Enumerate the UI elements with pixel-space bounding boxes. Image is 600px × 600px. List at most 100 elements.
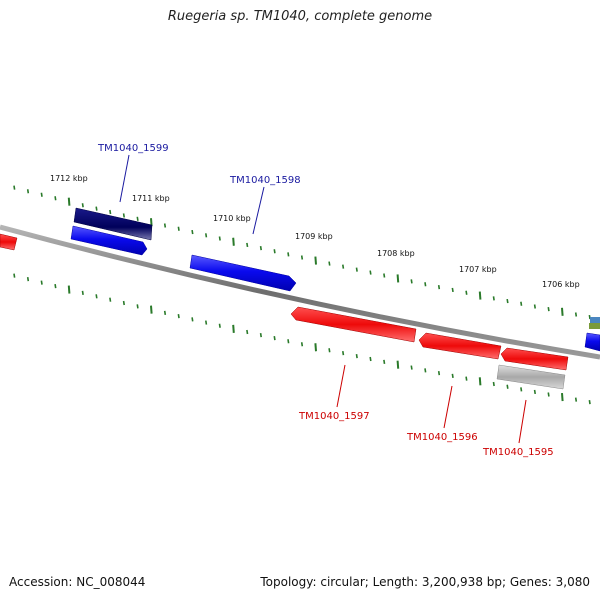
gene-arrow-tm1040-1595[interactable] — [500, 347, 569, 371]
minor-tick — [40, 280, 43, 285]
tick-label: 1711 kbp — [132, 194, 170, 203]
gene-arrow-tm1040-1599[interactable] — [70, 225, 148, 256]
minor-tick — [136, 304, 139, 309]
minor-tick — [95, 294, 98, 299]
minor-tick — [355, 267, 358, 272]
minor-tick — [547, 392, 550, 397]
minor-tick — [177, 314, 180, 319]
minor-tick — [54, 283, 57, 289]
minor-tick — [369, 270, 372, 275]
major-tick — [561, 393, 564, 402]
major-tick — [561, 307, 564, 316]
gene-label-tm1040-1597[interactable]: TM1040_1597 — [298, 411, 370, 422]
minor-tick — [369, 356, 372, 362]
minor-tick — [588, 400, 591, 405]
minor-tick — [109, 209, 112, 215]
accession-text: Accession: NC_008044 — [9, 575, 146, 589]
minor-tick — [328, 348, 331, 353]
gene-labels: TM1040_1599 TM1040_1598 TM1040_1597 TM10… — [97, 143, 554, 458]
minor-tick — [451, 373, 454, 379]
major-tick — [67, 285, 71, 294]
gene-label-tm1040-1595[interactable]: TM1040_1595 — [482, 447, 554, 458]
minor-tick — [122, 213, 125, 218]
minor-tick — [40, 192, 43, 197]
page-title: Ruegeria sp. TM1040, complete genome — [167, 9, 433, 24]
minor-tick — [588, 314, 591, 320]
minor-tick — [533, 389, 536, 395]
minor-tick — [492, 296, 495, 301]
minor-tick — [109, 297, 112, 302]
label-leader-line — [119, 154, 130, 203]
minor-tick — [300, 342, 304, 347]
minor-tick — [342, 264, 345, 269]
gene-label-tm1040-1596[interactable]: TM1040_1596 — [406, 432, 478, 443]
major-tick — [314, 343, 317, 352]
minor-tick — [355, 353, 358, 359]
gene-label-tm1040-1598[interactable]: TM1040_1598 — [229, 175, 301, 186]
gene-arrow-tm1040-1597[interactable] — [290, 306, 417, 343]
major-tick — [150, 305, 153, 314]
gene-arrow-partial-right[interactable] — [584, 332, 600, 352]
minor-tick — [383, 273, 386, 278]
minor-tick — [273, 336, 276, 341]
minor-tick — [273, 249, 276, 254]
major-tick — [67, 197, 71, 206]
minor-tick — [13, 185, 16, 190]
gene-arrow-tm1040-1598[interactable] — [189, 254, 297, 292]
minor-tick — [424, 282, 427, 287]
label-leader-line — [518, 399, 527, 444]
major-tick — [478, 377, 482, 386]
minor-tick — [54, 196, 57, 201]
minor-tick — [205, 233, 208, 238]
minor-tick — [424, 368, 427, 373]
minor-tick — [410, 279, 413, 284]
major-tick — [396, 360, 400, 369]
tick-label: 1709 kbp — [295, 232, 333, 241]
minor-tick — [287, 252, 290, 257]
minor-tick — [81, 290, 84, 296]
minor-tick — [136, 216, 139, 221]
gene-label-tm1040-1599[interactable]: TM1040_1599 — [97, 143, 169, 154]
minor-tick — [437, 284, 441, 290]
minor-tick — [465, 376, 468, 381]
minor-tick — [26, 277, 30, 282]
gene-arrow-tm1040-1599-shadow[interactable] — [73, 207, 153, 241]
minor-tick — [122, 300, 125, 306]
minor-tick — [328, 261, 331, 266]
minor-tick — [506, 298, 509, 304]
minor-tick — [246, 242, 249, 248]
minor-tick — [520, 301, 523, 306]
gene-arrow-tm1040-1596[interactable] — [418, 332, 502, 360]
major-tick — [478, 291, 482, 300]
minor-tick — [163, 223, 167, 228]
minor-tick — [451, 287, 454, 293]
minor-tick — [492, 381, 495, 387]
minor-tick — [259, 245, 262, 251]
minor-tick — [218, 323, 221, 328]
tick-label: 1712 kbp — [50, 174, 88, 183]
gene-arrow-partial-left[interactable] — [0, 233, 18, 251]
label-leader-line — [443, 385, 453, 429]
gene-partial-right-steel[interactable] — [590, 317, 600, 323]
minor-tick — [81, 203, 84, 208]
minor-tick — [191, 229, 194, 235]
minor-tick — [26, 189, 30, 194]
reverse-strand-genes — [0, 233, 569, 390]
pseudogene-box[interactable] — [496, 364, 566, 390]
major-tick — [396, 274, 400, 283]
minor-tick — [205, 320, 208, 325]
tick-label: 1708 kbp — [377, 249, 415, 258]
gene-partial-right-olive[interactable] — [589, 323, 600, 329]
tick-label: 1706 kbp — [542, 280, 580, 289]
minor-tick — [191, 317, 194, 322]
tick-label: 1707 kbp — [459, 265, 497, 274]
scale-tick-labels: 1712 kbp 1711 kbp 1710 kbp 1709 kbp 1708… — [50, 174, 580, 289]
minor-tick — [383, 359, 386, 364]
major-tick — [232, 237, 235, 246]
genome-summary-text: Topology: circular; Length: 3,200,938 bp… — [260, 575, 590, 589]
minor-tick — [410, 365, 413, 370]
minor-tick — [95, 206, 98, 211]
minor-tick — [259, 332, 262, 338]
